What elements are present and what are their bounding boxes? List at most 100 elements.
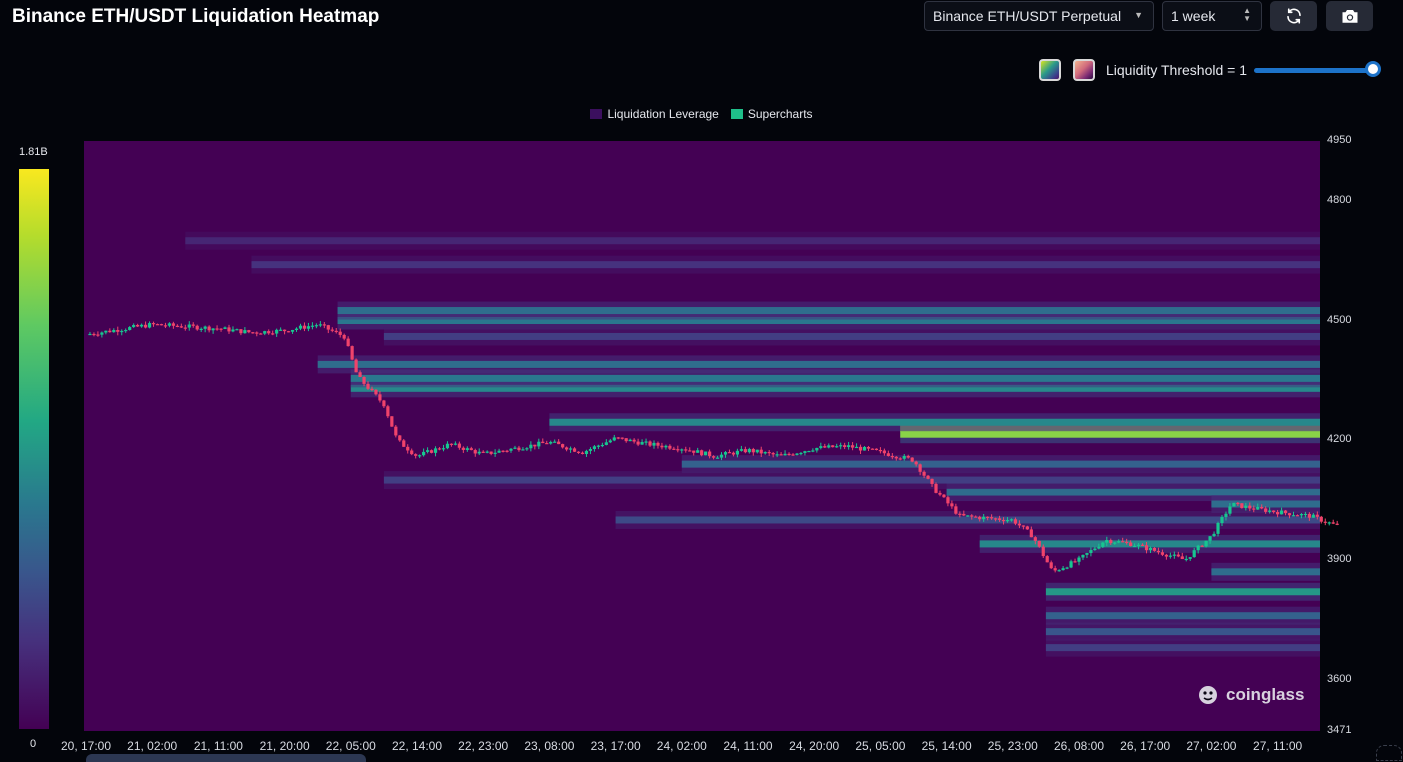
legend-item-supercharts[interactable]: Supercharts	[730, 107, 813, 121]
candle	[422, 451, 426, 456]
candle	[394, 426, 398, 436]
candle	[902, 455, 906, 459]
candle	[255, 332, 259, 334]
candle	[1152, 547, 1157, 551]
candle	[926, 475, 930, 479]
candle	[505, 450, 509, 452]
candle	[922, 471, 926, 476]
candle	[370, 388, 374, 391]
candle	[1121, 541, 1125, 543]
y-tick-label: 4800	[1327, 193, 1352, 206]
resize-handle[interactable]	[1376, 745, 1402, 761]
candle	[441, 448, 446, 450]
candle	[1133, 545, 1137, 548]
candle	[827, 445, 831, 448]
candle	[1085, 553, 1089, 555]
x-tick-label: 21, 02:00	[127, 739, 178, 753]
candle	[680, 449, 684, 451]
candle	[1089, 550, 1093, 554]
candle	[1327, 522, 1331, 524]
candle	[660, 445, 664, 448]
candle	[1025, 526, 1029, 530]
candle	[211, 328, 215, 331]
candle	[584, 450, 589, 455]
candle	[580, 452, 585, 455]
candle	[799, 452, 803, 455]
screenshot-button[interactable]	[1326, 1, 1373, 31]
candle	[167, 323, 172, 326]
candle	[223, 327, 227, 329]
candle	[783, 453, 787, 456]
candle	[283, 329, 287, 332]
candle	[1081, 554, 1085, 558]
y-tick-label: 3600	[1327, 672, 1352, 685]
candle	[648, 441, 652, 446]
candle	[219, 328, 223, 330]
candle	[1192, 550, 1196, 558]
refresh-button[interactable]	[1270, 1, 1317, 31]
candle	[402, 440, 406, 447]
candle	[501, 450, 505, 452]
threshold-slider-thumb[interactable]	[1365, 61, 1381, 77]
chart-legend: Liquidation Leverage Supercharts	[0, 107, 1403, 121]
candle	[823, 446, 827, 448]
candle	[1097, 546, 1101, 549]
candle	[195, 325, 199, 330]
magma-palette-swatch[interactable]	[1073, 59, 1095, 81]
x-tick-label: 22, 14:00	[391, 739, 443, 753]
candle	[243, 330, 247, 334]
candle	[541, 441, 545, 444]
candle	[835, 446, 839, 448]
candle	[203, 326, 207, 329]
candle	[970, 515, 974, 517]
candle	[477, 451, 481, 454]
y-tick-label: 3471	[1327, 724, 1352, 736]
candle	[449, 443, 454, 445]
candle	[1168, 555, 1172, 557]
candle	[513, 447, 517, 449]
candle	[636, 441, 640, 445]
candle	[1001, 519, 1006, 522]
candle	[128, 327, 132, 330]
candle	[481, 451, 485, 453]
candle	[92, 333, 96, 336]
candle	[688, 450, 692, 452]
threshold-slider-track[interactable]	[1254, 68, 1374, 73]
candle	[755, 449, 759, 453]
coinglass-logo	[1199, 686, 1217, 704]
candle	[1228, 506, 1232, 514]
candle	[1061, 568, 1065, 571]
candle	[1105, 540, 1109, 543]
candle	[604, 442, 608, 445]
candle	[759, 449, 763, 454]
x-tick-label: 24, 02:00	[656, 739, 707, 753]
market-select[interactable]: Binance ETH/USDT Perpetual ▼	[924, 1, 1154, 31]
candle	[1244, 505, 1248, 509]
time-scrollbar[interactable]	[86, 754, 366, 762]
colorbar-max-label: 1.81B	[19, 146, 48, 158]
candle	[962, 513, 966, 516]
viridis-palette-swatch[interactable]	[1039, 59, 1061, 81]
candle	[1276, 512, 1280, 515]
candle	[469, 448, 473, 451]
legend-item-liquidation-leverage[interactable]: Liquidation Leverage	[590, 107, 719, 121]
candle	[1220, 516, 1224, 523]
candle	[132, 324, 136, 328]
candle	[930, 478, 934, 484]
x-tick-label: 21, 20:00	[259, 739, 310, 753]
range-select[interactable]: 1 week ▲ ▼	[1162, 1, 1262, 31]
candle	[767, 452, 771, 454]
camera-icon	[1342, 10, 1357, 23]
candle	[1240, 503, 1244, 509]
liquidity-band	[1045, 588, 1320, 596]
candle	[155, 324, 160, 326]
candle	[954, 506, 958, 514]
liquidity-band	[1045, 612, 1320, 620]
candle	[294, 328, 299, 330]
candle	[1216, 522, 1220, 534]
candle	[882, 450, 886, 454]
candle	[318, 324, 322, 326]
candle	[1109, 540, 1113, 544]
candle	[493, 452, 497, 454]
